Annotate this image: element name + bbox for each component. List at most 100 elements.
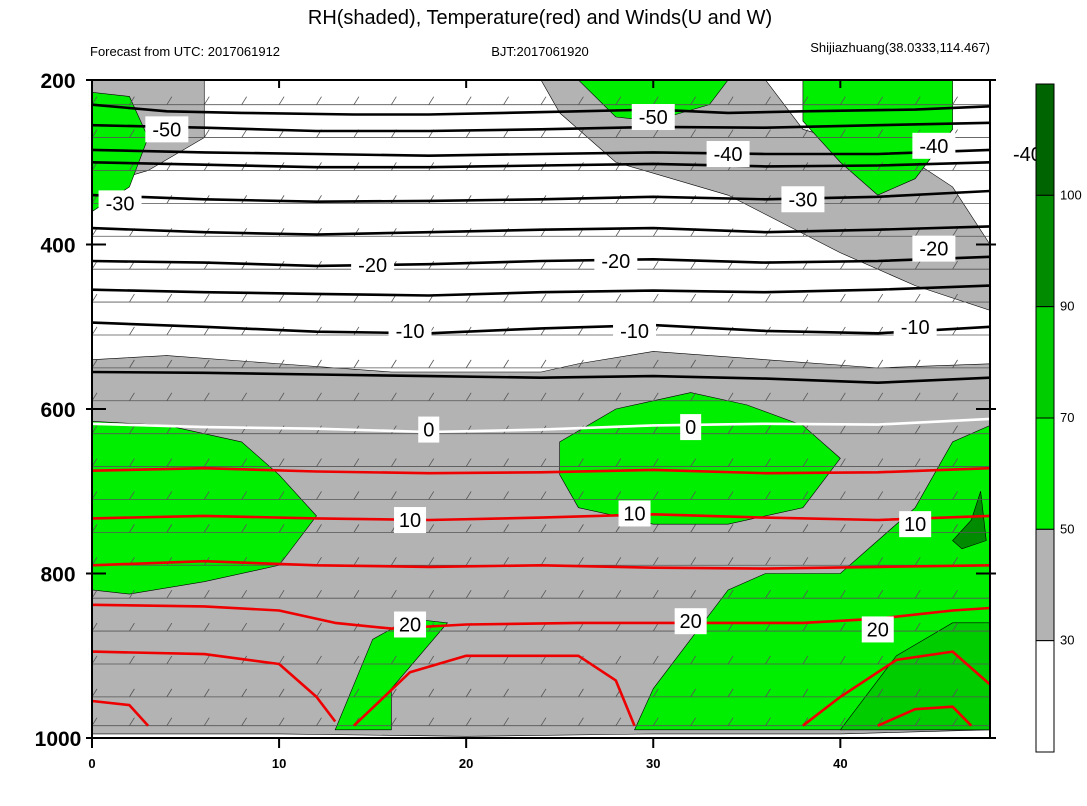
wind-barb-7-1 [129,326,135,336]
wind-barb-17-23 [952,655,958,665]
wind-barb-14-13 [578,557,584,566]
wind-barbs [92,96,990,727]
wind-barb-14-12 [540,557,547,566]
wind-barb-3-2 [166,195,173,204]
wind-barb-18-21 [877,688,884,698]
colorbar-segment-4 [1035,528,1055,642]
wind-barb-18-7 [353,688,360,698]
x-tick-label-1: 10 [272,756,286,771]
isotherm-label-box-6 [781,186,825,213]
wind-barb-13-3 [203,524,210,533]
wind-barb-9-3 [203,392,210,401]
wind-barb-19-4 [241,717,248,726]
wind-barb-18-6 [316,688,322,698]
isotherm-label-box-0 [145,116,189,143]
wind-barb-1-13 [578,129,584,138]
wind-barb-13-2 [166,524,173,533]
forecast-time-label: Forecast from UTC: 2017061912 [90,44,280,59]
wind-barb-14-21 [877,557,884,566]
wind-barb-18-12 [540,688,547,698]
wind-barb-12-9 [428,491,435,500]
isotherm-label-5: -30 [106,193,135,215]
wind-barb-11-15 [652,458,659,467]
wind-barb-18-9 [428,688,435,698]
wind-barb-6-5 [278,293,285,303]
wind-barb-4-2 [166,228,173,237]
wind-barb-17-18 [765,655,771,665]
wind-barb-13-13 [578,524,584,533]
isotherm-line-18 [92,699,150,727]
rh-region-10 [839,622,990,731]
wind-barb-12-5 [278,491,285,500]
wind-barb-7-3 [203,326,210,336]
wind-barb-4-15 [652,228,659,237]
wind-barb-12-21 [877,491,884,500]
wind-barb-11-4 [241,458,248,467]
wind-barb-19-9 [428,717,435,726]
isotherm-label-4: -40 [919,136,948,158]
wind-barb-1-3 [203,129,210,138]
wind-barb-15-9 [428,589,435,599]
wind-barb-12-11 [503,491,509,500]
wind-barb-8-11 [503,359,509,369]
wind-barb-8-17 [727,359,734,369]
wind-barb-9-8 [390,392,397,401]
wind-barb-13-19 [802,524,809,533]
wind-barb-0-22 [914,96,921,105]
wind-barb-1-15 [652,129,659,138]
wind-barb-16-22 [914,622,921,632]
wind-barb-15-14 [615,589,622,599]
isotherm-label-18: 20 [399,614,421,636]
wind-barb-10-21 [877,425,884,434]
wind-barb-15-15 [652,589,659,599]
wind-barb-12-3 [203,491,210,500]
isotherm-label-box-19 [674,608,707,635]
wind-barb-5-23 [952,260,958,270]
wind-barb-1-1 [129,129,135,138]
wind-barb-19-15 [652,717,659,726]
wind-barb-15-11 [503,589,509,599]
wind-barb-16-15 [652,622,659,632]
wind-barb-9-4 [241,392,248,401]
isotherm-label-box-8 [594,247,638,274]
wind-barb-8-4 [241,359,248,369]
wind-barb-19-13 [578,717,584,726]
wind-barb-6-2 [166,293,173,303]
wind-barb-8-18 [765,359,771,369]
isotherm-line-17 [802,650,990,727]
wind-barb-6-18 [765,293,771,303]
wind-barb-18-19 [802,688,809,698]
wind-barb-17-12 [540,655,547,665]
wind-barb-6-12 [540,293,547,303]
isotherm-line-9 [92,370,990,384]
wind-barb-5-16 [690,260,697,270]
wind-barb-9-13 [578,392,584,401]
isotherms [92,103,990,727]
wind-barb-17-5 [278,655,285,665]
wind-barb-0-9 [428,96,435,105]
bjt-time-label: BJT:2017061920 [491,44,589,59]
wind-barb-10-22 [914,425,921,434]
wind-barb-13-21 [877,524,884,533]
wind-barb-17-17 [727,655,734,665]
wind-barb-18-18 [765,688,771,698]
isotherm-label-box-14 [680,414,702,441]
isotherm-label-11: -10 [620,321,649,343]
wind-barb-8-9 [428,359,435,369]
wind-barb-0-4 [241,96,248,105]
wind-barb-6-15 [652,293,659,303]
isotherm-label-20: 20 [867,619,889,641]
wind-barb-12-14 [615,491,622,500]
isotherm-label-14: 0 [685,417,696,439]
wind-barb-12-7 [353,491,360,500]
wind-barb-16-6 [316,622,322,632]
wind-barb-9-22 [914,392,921,401]
wind-barb-14-15 [652,557,659,566]
wind-barb-8-12 [540,359,547,369]
wind-barb-18-16 [690,688,697,698]
wind-barb-0-3 [203,96,210,105]
isotherm-line-16 [353,654,636,727]
wind-barb-15-21 [877,589,884,599]
wind-barb-19-8 [390,717,397,726]
